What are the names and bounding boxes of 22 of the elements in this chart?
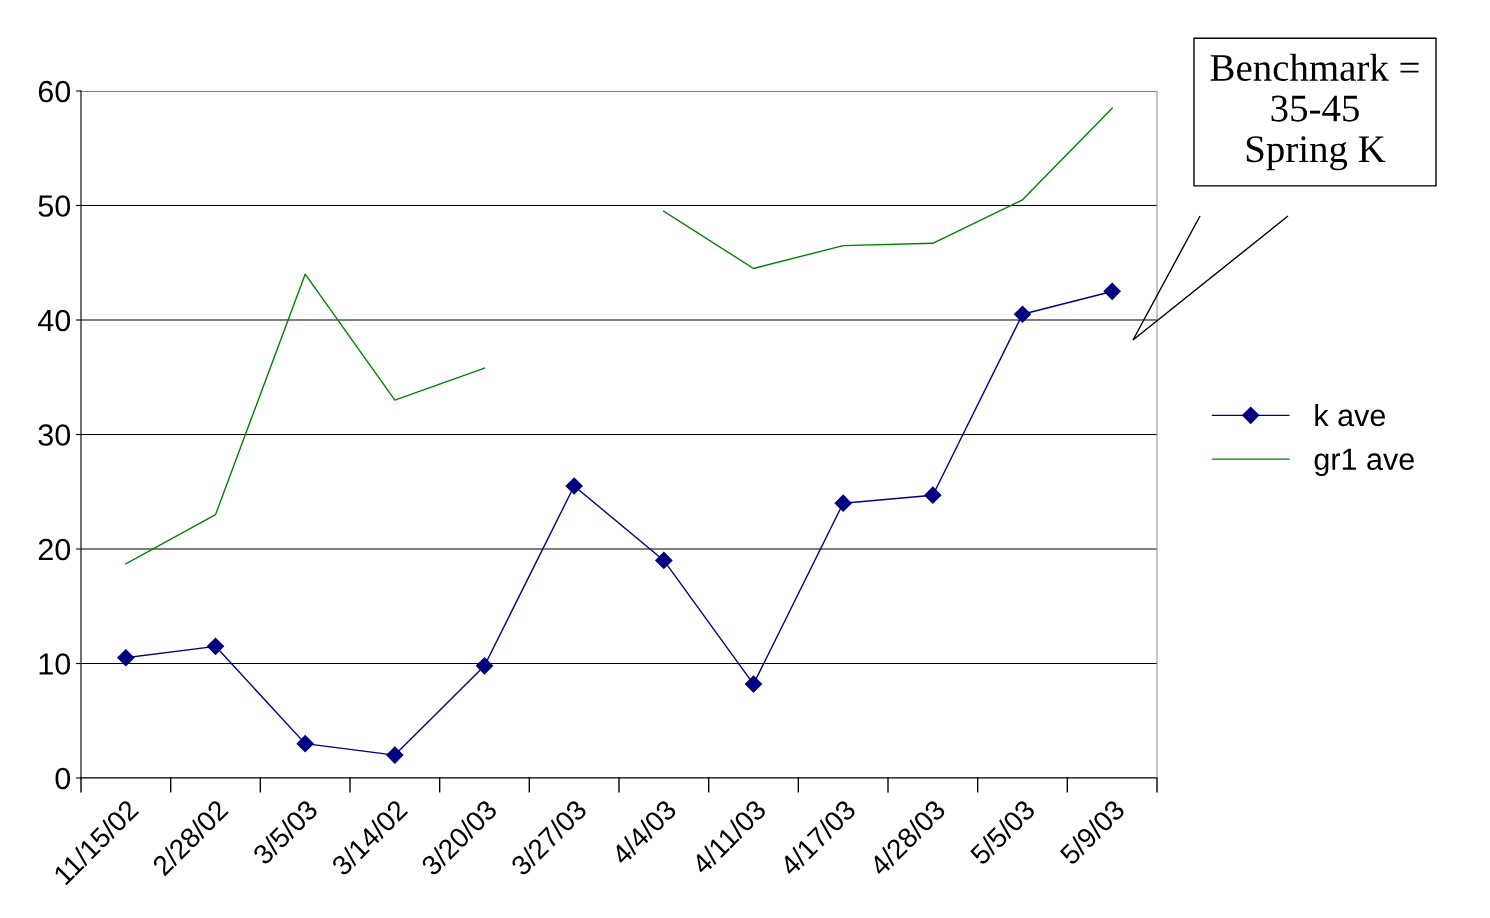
point: [834, 494, 852, 512]
point: [117, 649, 135, 667]
y-tick-label: 30: [38, 424, 71, 446]
y-tick-label: 20: [38, 538, 71, 561]
point: [1103, 282, 1121, 300]
text: Benchmark = 35-45 Spring K: [1210, 53, 1419, 171]
y-tick-label: 10: [39, 653, 71, 675]
legend-label: k ave: [1315, 403, 1386, 427]
point: [655, 551, 673, 570]
point: [475, 657, 494, 675]
point: [565, 477, 583, 495]
point: [386, 746, 404, 764]
y-tick-label: 60: [38, 80, 71, 103]
point: [924, 486, 942, 504]
point: [744, 675, 763, 693]
point: [206, 637, 225, 655]
point: [296, 735, 314, 753]
y-tick-label: 0: [55, 767, 71, 790]
point: [1013, 305, 1032, 323]
legend-label: gr1 ave: [1314, 448, 1414, 477]
y-tick-label: 40: [38, 309, 71, 332]
y-tick-label: 50: [38, 195, 71, 217]
